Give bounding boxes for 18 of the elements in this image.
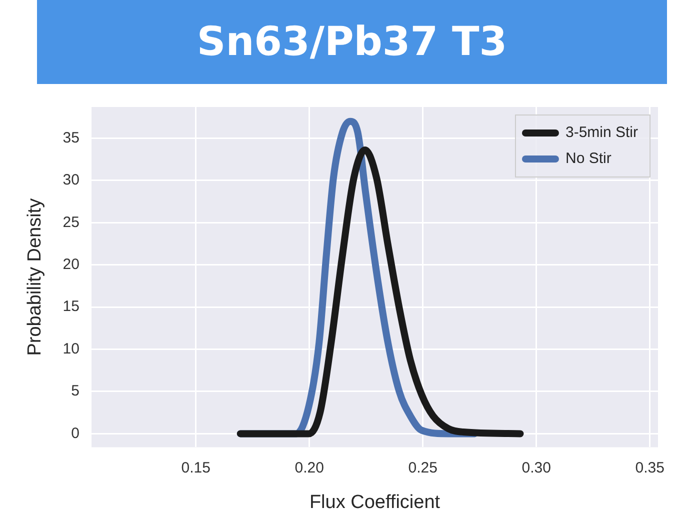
y-tick-label: 15 bbox=[62, 298, 80, 316]
y-tick-label: 35 bbox=[62, 129, 80, 146]
x-tick-label: 0.15 bbox=[181, 459, 210, 476]
x-axis-title: Flux Coefficient bbox=[309, 492, 441, 513]
y-tick-label: 30 bbox=[62, 172, 80, 189]
y-tick-label: 20 bbox=[62, 256, 80, 273]
x-tick-label: 0.25 bbox=[408, 459, 438, 476]
legend-label: No Stir bbox=[565, 150, 612, 168]
legend-label: 3-5min Stir bbox=[565, 124, 638, 142]
y-tick-label: 5 bbox=[71, 382, 80, 400]
x-tick-label: 0.30 bbox=[522, 459, 551, 476]
y-axis-title: Probability Density bbox=[24, 198, 46, 356]
chart-title: Sn63/Pb37 T3 bbox=[37, 0, 667, 84]
y-tick-label: 10 bbox=[62, 340, 80, 358]
y-tick-label: 0 bbox=[71, 424, 80, 442]
x-tick-label: 0.20 bbox=[294, 459, 324, 476]
x-tick-label: 0.35 bbox=[635, 459, 664, 476]
y-tick-label: 25 bbox=[62, 214, 80, 231]
